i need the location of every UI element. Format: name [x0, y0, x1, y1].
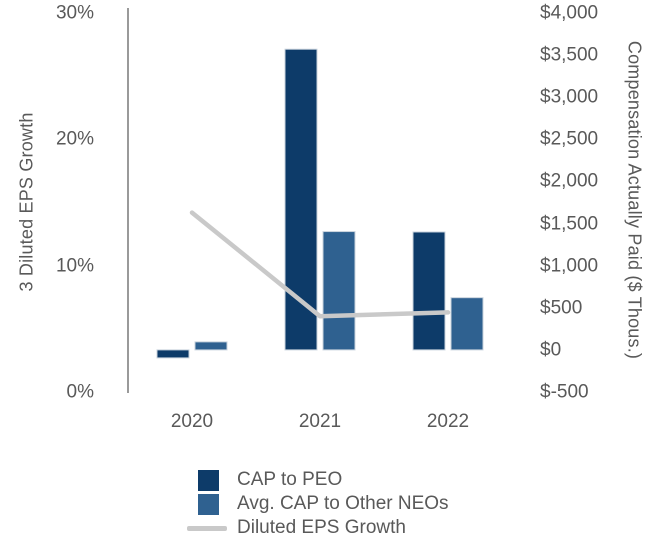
left-axis-tick-label: 30% — [55, 2, 94, 24]
legend-item-diluted-eps-growth: Diluted EPS Growth — [187, 516, 449, 540]
legend-label: CAP to PEO — [237, 469, 343, 490]
right-axis-tick-label: $1,000 — [540, 255, 599, 277]
left-axis-title: 3 Diluted EPS Growth — [16, 112, 37, 292]
legend-item-cap-to-peo: CAP to PEO — [187, 468, 449, 492]
left-axis-tick-label: 10% — [55, 255, 94, 277]
legend: CAP to PEO Avg. CAP to Other NEOs Diluted … — [187, 468, 449, 540]
right-axis-tick-label: $3,500 — [540, 44, 599, 66]
legend-item-avg-cap-to-other-neos: Avg. CAP to Other NEOs — [187, 492, 449, 516]
legend-label: Avg. CAP to Other NEOs — [237, 493, 449, 514]
right-axis-tick-label: $2,500 — [540, 128, 599, 150]
bar-avg-cap-to-other-neos-2021 — [322, 231, 356, 351]
right-axis-tick-label: $3,000 — [540, 86, 599, 108]
right-axis-tick-label: $4,000 — [540, 2, 599, 24]
right-axis-tick-label: $2,000 — [540, 170, 599, 192]
right-axis-title: Compensation Actually Paid ($ Thous.) — [624, 40, 645, 360]
x-axis-label-2021: 2021 — [298, 411, 342, 432]
bar-avg-cap-to-other-neos-2020 — [194, 341, 228, 351]
legend-label: Diluted EPS Growth — [237, 517, 406, 538]
x-axis-label-2020: 2020 — [170, 411, 214, 432]
right-axis-tick-label: $1,500 — [540, 213, 599, 235]
right-axis-tick-label: $0 — [540, 339, 562, 361]
line-diluted-eps-growth — [189, 210, 451, 319]
legend-square-swatch-icon — [187, 493, 237, 515]
bar-cap-to-peo-2020 — [156, 349, 190, 359]
bar-avg-cap-to-other-neos-2022 — [450, 297, 484, 351]
legend-line-swatch-icon — [187, 525, 237, 531]
left-axis-tick-label: 0% — [66, 381, 94, 403]
right-axis-tick-label: $500 — [540, 297, 583, 319]
bar-cap-to-peo-2022 — [412, 231, 446, 351]
left-axis-tick-label: 20% — [55, 128, 94, 150]
x-axis-label-2022: 2022 — [426, 411, 470, 432]
legend-square-swatch-icon — [187, 469, 237, 491]
right-axis-tick-label: $-500 — [540, 381, 589, 403]
bar-cap-to-peo-2021 — [284, 48, 318, 351]
